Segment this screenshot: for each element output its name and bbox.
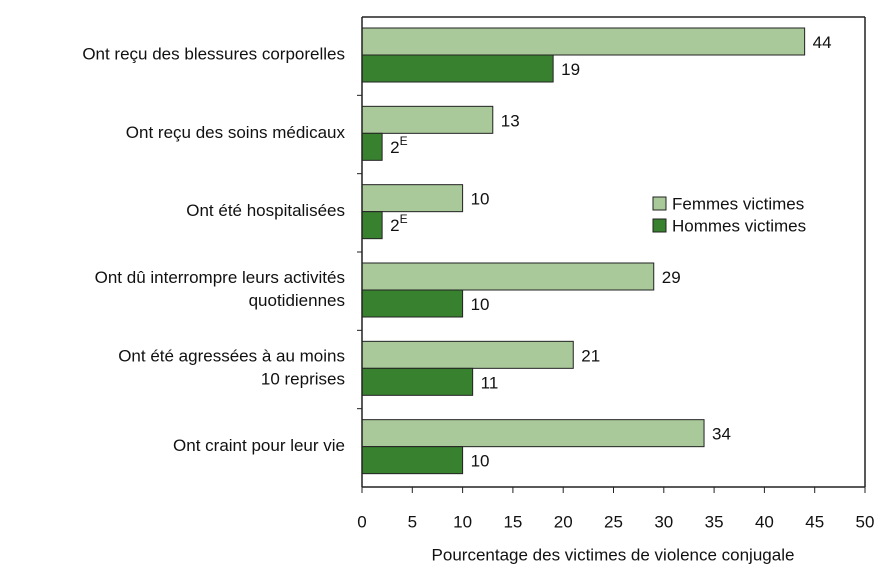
value-label: 21 bbox=[581, 346, 600, 365]
value-label: 29 bbox=[662, 268, 681, 287]
bar bbox=[361, 446, 464, 475]
x-tick-label: 25 bbox=[604, 512, 623, 531]
bar bbox=[361, 184, 464, 213]
bar bbox=[361, 211, 383, 240]
y-tick-label: 10 reprises bbox=[261, 369, 345, 388]
value-label: 2E bbox=[390, 134, 407, 157]
legend-swatch bbox=[652, 218, 667, 233]
value-label: 11 bbox=[481, 373, 499, 392]
value-label: 10 bbox=[471, 295, 490, 314]
value-label: 10 bbox=[471, 190, 490, 209]
x-tick-label: 45 bbox=[805, 512, 824, 531]
value-label: 19 bbox=[561, 60, 580, 79]
x-tick-label: 30 bbox=[654, 512, 673, 531]
legend-label: Hommes victimes bbox=[672, 216, 806, 235]
bar bbox=[361, 340, 574, 369]
x-tick-label: 50 bbox=[856, 512, 875, 531]
y-tick-label: Ont reçu des soins médicaux bbox=[126, 123, 346, 142]
bar bbox=[361, 262, 655, 291]
bar bbox=[361, 132, 383, 161]
x-axis-label: Pourcentage des victimes de violence con… bbox=[432, 545, 795, 564]
x-tick-label: 15 bbox=[503, 512, 522, 531]
bar bbox=[361, 367, 474, 396]
x-tick-label: 35 bbox=[705, 512, 724, 531]
value-label: 44 bbox=[813, 33, 832, 52]
y-tick-label: Ont été hospitalisées bbox=[186, 201, 345, 220]
x-tick-label: 0 bbox=[357, 512, 366, 531]
y-tick-label: Ont dû interrompre leurs activités bbox=[95, 268, 345, 287]
bar bbox=[361, 419, 705, 448]
value-label: 10 bbox=[471, 452, 490, 471]
bar bbox=[361, 289, 464, 318]
y-tick-label: Ont craint pour leur vie bbox=[173, 436, 345, 455]
value-label: 13 bbox=[501, 111, 520, 130]
bar bbox=[361, 27, 806, 56]
x-tick-label: 20 bbox=[554, 512, 573, 531]
x-tick-label: 5 bbox=[408, 512, 417, 531]
y-tick-label: Ont reçu des blessures corporelles bbox=[82, 44, 345, 63]
value-label: 34 bbox=[712, 425, 731, 444]
y-tick-label: Ont été agressées à au moins bbox=[118, 346, 345, 365]
bar bbox=[361, 105, 494, 134]
value-label: 2E bbox=[390, 212, 407, 235]
legend-label: Femmes victimes bbox=[672, 194, 804, 213]
y-tick-label: quotidiennes bbox=[249, 291, 345, 310]
legend-swatch bbox=[652, 196, 667, 211]
x-tick-label: 10 bbox=[453, 512, 472, 531]
bar bbox=[361, 54, 554, 83]
x-tick-label: 40 bbox=[755, 512, 774, 531]
